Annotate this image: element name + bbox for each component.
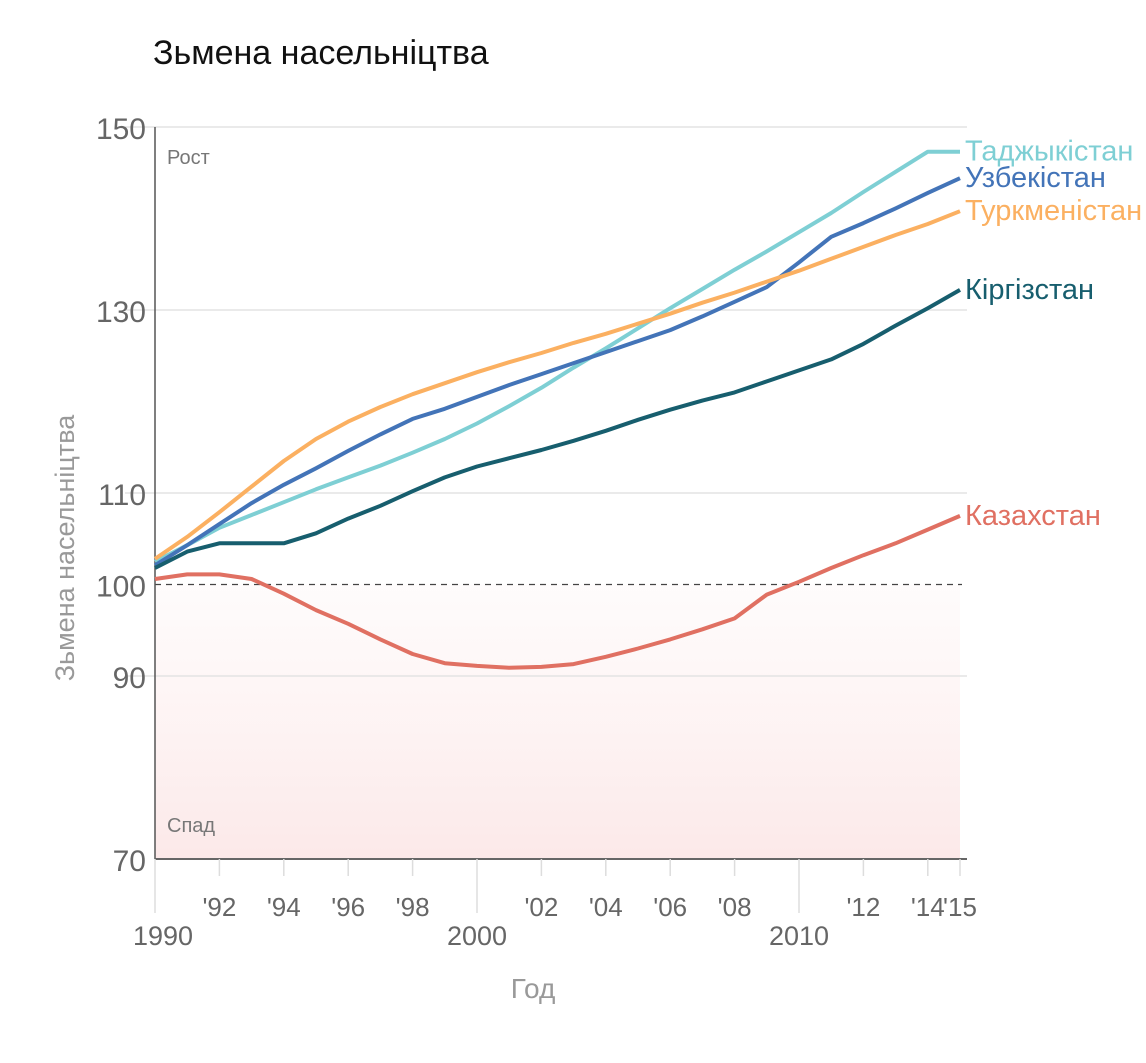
x-tick-label: '15	[943, 892, 977, 922]
series-line-4	[154, 288, 961, 570]
x-tick-label: '92	[202, 892, 236, 922]
x-axis-title: Год	[511, 973, 556, 1004]
series-line-1	[154, 149, 960, 564]
series-label: Казахстан	[965, 500, 1101, 532]
x-tick-label: '98	[396, 892, 430, 922]
x-tick-label-major: 2010	[769, 921, 829, 951]
series-label: Туркменістан	[965, 195, 1142, 227]
decline-zone	[155, 584, 960, 859]
y-tick-label: 90	[113, 662, 146, 695]
x-tick-label-major: 1990	[133, 921, 193, 951]
y-tick-label: 110	[98, 479, 146, 512]
decline-zone-label: Спад	[167, 815, 215, 837]
chart-title: Зьмена насельніцтва	[153, 34, 489, 72]
series-label: Узбекістан	[965, 162, 1106, 194]
y-tick-label: 130	[96, 296, 146, 329]
x-tick-label: '06	[653, 892, 687, 922]
y-tick-label: 70	[113, 845, 146, 878]
x-tick-label-major: 2000	[447, 921, 507, 951]
x-tick-label: '02	[524, 892, 558, 922]
x-tick-label: '14	[911, 892, 945, 922]
x-tick-label: '12	[846, 892, 880, 922]
series-label: Кіргізстан	[965, 274, 1094, 306]
y-tick-label: 150	[96, 113, 146, 146]
y-tick-label: 100	[96, 571, 146, 604]
x-tick-label: '96	[331, 892, 365, 922]
x-tick-label: '94	[267, 892, 301, 922]
y-axis-title: Зьмена насельніцтва	[50, 414, 80, 682]
x-tick-label: '04	[589, 892, 623, 922]
series-label: Таджыкістан	[965, 136, 1133, 168]
series-line-2	[153, 176, 961, 567]
series-line-3	[153, 209, 961, 561]
x-tick-label: '08	[718, 892, 752, 922]
series-line-5	[154, 514, 961, 670]
growth-zone-label: Рост	[167, 147, 210, 169]
